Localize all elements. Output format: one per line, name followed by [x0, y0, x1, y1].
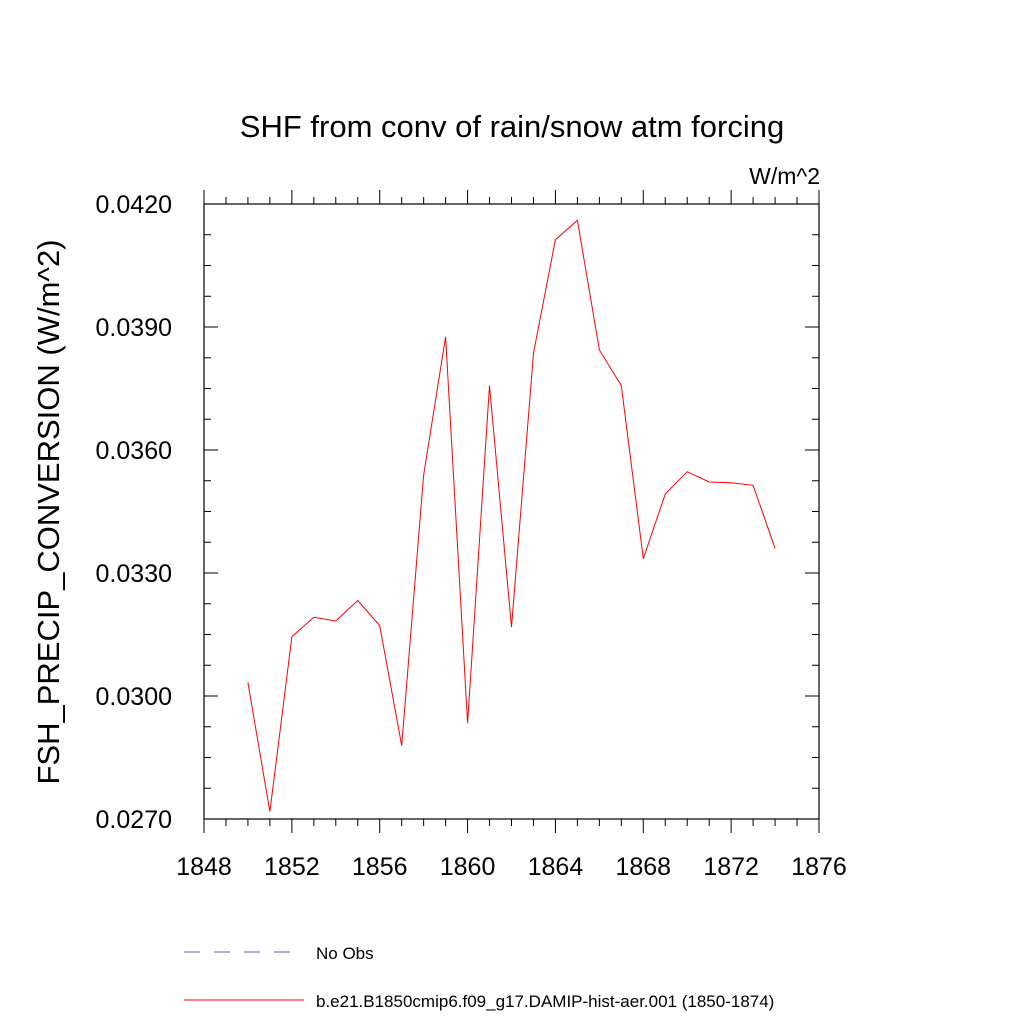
legend-label-obs: No Obs: [316, 944, 374, 963]
y-tick-label: 0.0330: [96, 560, 172, 588]
x-tick-label: 1856: [352, 853, 408, 881]
y-tick-label: 0.0270: [96, 806, 172, 834]
x-tick-label: 1864: [528, 853, 584, 881]
chart-title: SHF from conv of rain/snow atm forcing: [240, 109, 784, 144]
y-tick-label: 0.0360: [96, 437, 172, 465]
y-tick-label: 0.0420: [96, 191, 172, 219]
series-layer: [247, 219, 776, 812]
x-tick-label: 1872: [703, 853, 759, 881]
y-axis: 0.0270 0.0300 0.0330 0.0360 0.0390 0.0420: [96, 191, 819, 834]
series-line-0: [247, 219, 776, 812]
x-tick-label: 1848: [176, 853, 232, 881]
x-tick-label: 1860: [440, 853, 496, 881]
y-tick-label: 0.0300: [96, 683, 172, 711]
y-tick-label: 0.0390: [96, 314, 172, 342]
legend: No Obs b.e21.B1850cmip6.f09_g17.DAMIP-hi…: [184, 944, 774, 1011]
plot-frame: [203, 203, 820, 820]
y-axis-label: FSH_PRECIP_CONVERSION (W/m^2): [31, 239, 66, 784]
x-tick-label: 1876: [791, 853, 847, 881]
x-axis: 1848 1852 1856 1860 1864 1868 1872 1876: [176, 190, 847, 881]
x-tick-label: 1868: [615, 853, 671, 881]
units-label: W/m^2: [749, 163, 820, 189]
x-tick-label: 1852: [264, 853, 320, 881]
legend-label-model: b.e21.B1850cmip6.f09_g17.DAMIP-hist-aer.…: [316, 992, 774, 1011]
